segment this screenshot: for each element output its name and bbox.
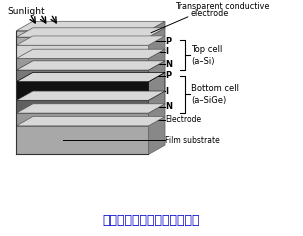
Polygon shape <box>148 28 165 45</box>
Polygon shape <box>16 82 148 100</box>
Polygon shape <box>148 49 165 70</box>
Polygon shape <box>16 100 148 113</box>
Text: Film substrate: Film substrate <box>165 135 220 144</box>
Polygon shape <box>148 61 165 82</box>
Polygon shape <box>148 36 165 59</box>
Polygon shape <box>16 36 165 45</box>
Polygon shape <box>148 117 165 154</box>
Polygon shape <box>16 91 165 100</box>
Text: (a–Si): (a–Si) <box>191 57 214 66</box>
Text: Transparent conductive: Transparent conductive <box>175 2 270 11</box>
Polygon shape <box>16 21 165 31</box>
Polygon shape <box>16 45 148 59</box>
Text: Bottom cell: Bottom cell <box>191 84 239 93</box>
Polygon shape <box>148 91 165 113</box>
Polygon shape <box>16 37 148 45</box>
Polygon shape <box>148 72 165 100</box>
Polygon shape <box>148 104 165 126</box>
Text: Top cell: Top cell <box>191 45 222 54</box>
Text: Electrode: Electrode <box>165 115 201 124</box>
Polygon shape <box>16 49 165 59</box>
Text: I: I <box>165 47 168 56</box>
Text: electrode: electrode <box>191 9 229 18</box>
Text: (a–SiGe): (a–SiGe) <box>191 96 226 105</box>
Text: N: N <box>165 60 172 69</box>
Polygon shape <box>16 31 148 37</box>
Text: P: P <box>165 37 171 46</box>
Text: Sunlight: Sunlight <box>7 7 45 16</box>
Text: I: I <box>165 87 168 96</box>
Text: P: P <box>165 72 171 80</box>
Polygon shape <box>16 61 165 70</box>
Polygon shape <box>16 59 148 70</box>
Polygon shape <box>16 72 165 82</box>
Polygon shape <box>16 70 148 82</box>
Text: 非晶硅薄膜太阳能电池的结构: 非晶硅薄膜太阳能电池的结构 <box>103 214 200 227</box>
Polygon shape <box>16 113 148 126</box>
Text: N: N <box>165 102 172 111</box>
Polygon shape <box>148 21 165 37</box>
Polygon shape <box>16 28 165 37</box>
Polygon shape <box>16 117 165 126</box>
Polygon shape <box>16 126 148 154</box>
Polygon shape <box>16 104 165 113</box>
